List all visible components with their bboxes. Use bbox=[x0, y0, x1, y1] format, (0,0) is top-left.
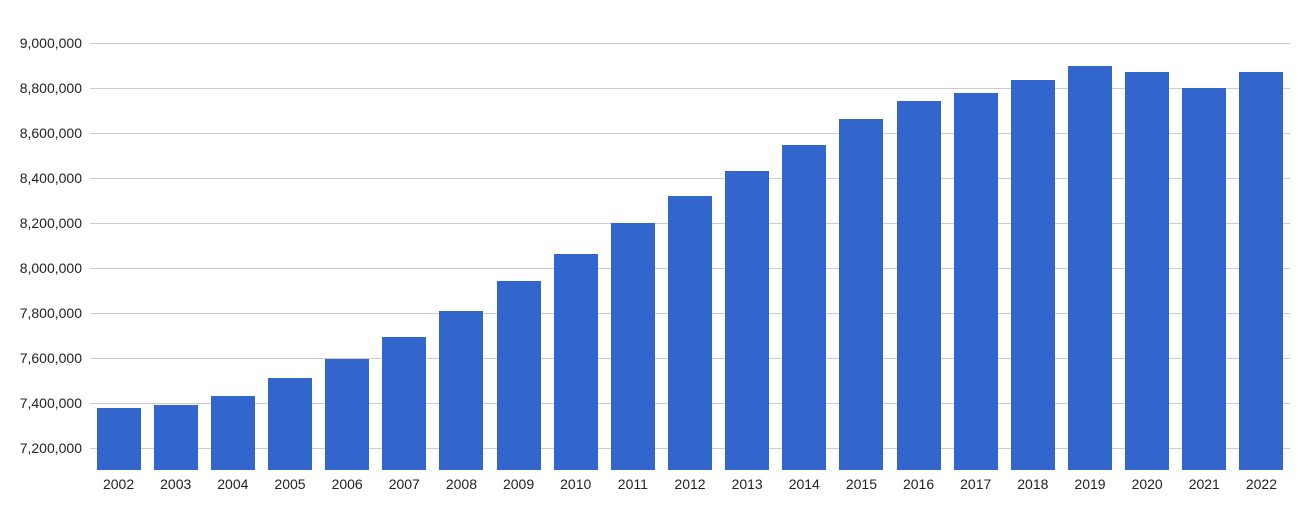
plot-area: 7,200,0007,400,0007,600,0007,800,0008,00… bbox=[90, 20, 1290, 470]
y-tick-label: 7,800,000 bbox=[20, 305, 90, 321]
bar bbox=[439, 311, 483, 470]
y-tick-label: 8,600,000 bbox=[20, 125, 90, 141]
gridline bbox=[90, 223, 1290, 224]
bar bbox=[1011, 80, 1055, 470]
y-tick-label: 7,400,000 bbox=[20, 395, 90, 411]
y-tick-label: 9,000,000 bbox=[20, 35, 90, 51]
bar bbox=[839, 119, 883, 470]
gridline bbox=[90, 88, 1290, 89]
x-tick-label: 2003 bbox=[160, 476, 191, 492]
y-tick-label: 8,000,000 bbox=[20, 260, 90, 276]
y-tick-label: 7,600,000 bbox=[20, 350, 90, 366]
bar bbox=[497, 281, 541, 470]
y-tick-label: 8,800,000 bbox=[20, 80, 90, 96]
gridline bbox=[90, 178, 1290, 179]
y-tick-label: 7,200,000 bbox=[20, 440, 90, 456]
gridline bbox=[90, 133, 1290, 134]
bar bbox=[554, 254, 598, 470]
gridline bbox=[90, 268, 1290, 269]
y-tick-label: 8,400,000 bbox=[20, 170, 90, 186]
bar bbox=[211, 396, 255, 470]
x-tick-label: 2008 bbox=[446, 476, 477, 492]
bar bbox=[725, 171, 769, 470]
bar bbox=[97, 408, 141, 470]
x-tick-label: 2020 bbox=[1132, 476, 1163, 492]
x-tick-label: 2014 bbox=[789, 476, 820, 492]
x-tick-label: 2017 bbox=[960, 476, 991, 492]
gridline bbox=[90, 313, 1290, 314]
gridline bbox=[90, 403, 1290, 404]
x-tick-label: 2006 bbox=[332, 476, 363, 492]
bar bbox=[1125, 72, 1169, 470]
gridlines bbox=[90, 20, 1290, 470]
x-tick-label: 2022 bbox=[1246, 476, 1277, 492]
x-tick-label: 2009 bbox=[503, 476, 534, 492]
bar-chart: 7,200,000 7,400,000 7,600,000 7,800,000 8,00… bbox=[0, 0, 1305, 510]
x-tick-label: 2013 bbox=[732, 476, 763, 492]
bar bbox=[1068, 66, 1112, 470]
x-tick-label: 2018 bbox=[1017, 476, 1048, 492]
x-tick-label: 2005 bbox=[274, 476, 305, 492]
x-tick-label: 2021 bbox=[1189, 476, 1220, 492]
x-tick-label: 2012 bbox=[674, 476, 705, 492]
bar bbox=[382, 337, 426, 470]
bar bbox=[611, 223, 655, 471]
x-tick-label: 2002 bbox=[103, 476, 134, 492]
bar bbox=[954, 93, 998, 470]
x-tick-label: 2016 bbox=[903, 476, 934, 492]
x-tick-label: 2015 bbox=[846, 476, 877, 492]
gridline bbox=[90, 358, 1290, 359]
y-tick-label: 8,200,000 bbox=[20, 215, 90, 231]
bar bbox=[1239, 72, 1283, 470]
bars-container bbox=[90, 20, 1290, 470]
bar bbox=[782, 145, 826, 470]
bar bbox=[268, 378, 312, 470]
x-tick-label: 2007 bbox=[389, 476, 420, 492]
x-axis-labels: 2002 2003 2004 2005 2006 2007 2008 2009 2010 2011… bbox=[90, 470, 1290, 500]
gridline bbox=[90, 448, 1290, 449]
bar bbox=[325, 359, 369, 470]
bar bbox=[897, 101, 941, 470]
x-tick-label: 2010 bbox=[560, 476, 591, 492]
x-tick-label: 2019 bbox=[1074, 476, 1105, 492]
x-tick-label: 2011 bbox=[618, 476, 648, 492]
x-tick-label: 2004 bbox=[217, 476, 248, 492]
bar bbox=[154, 405, 198, 470]
bar bbox=[668, 196, 712, 471]
gridline bbox=[90, 43, 1290, 44]
bar bbox=[1182, 88, 1226, 471]
